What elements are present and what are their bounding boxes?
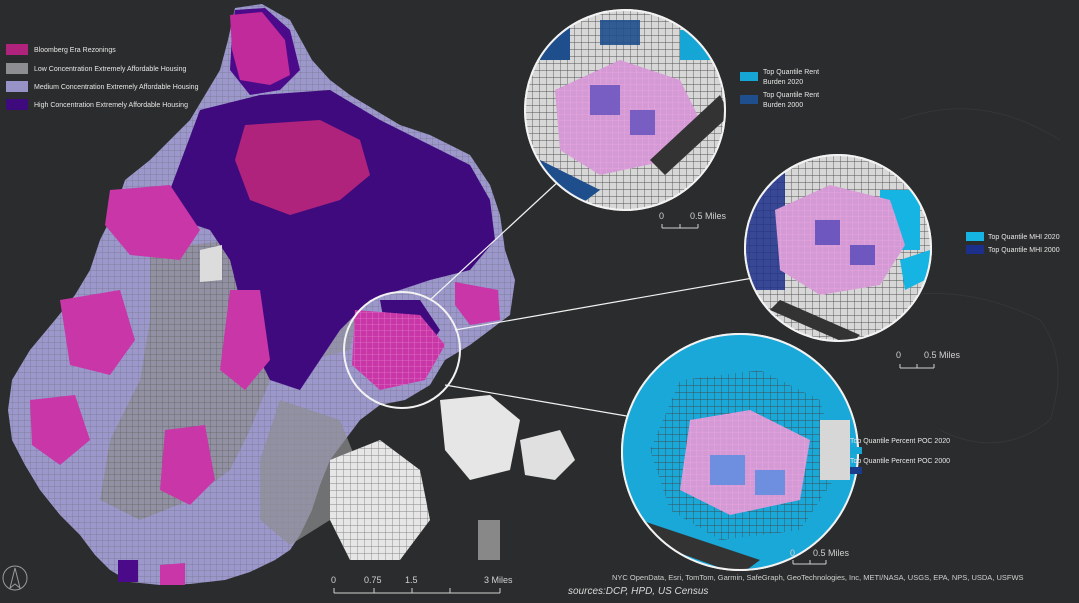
poc-scale-bar	[792, 560, 827, 565]
legend-label-mhi-2020: Top Quantile MHI 2020	[988, 234, 1060, 241]
map-credits: NYC OpenData, Esri, TomTom, Garmin, Safe…	[612, 573, 1024, 582]
park-area	[478, 520, 500, 560]
main-legend: Bloomberg Era Rezonings Low Concentratio…	[6, 44, 199, 110]
legend-swatch-mhi-2020	[966, 232, 984, 241]
rent-legend: Top Quantile Rent Burden 2020 Top Quanti…	[740, 69, 819, 109]
park-area	[440, 395, 520, 480]
mhi-scale-half: 0.5 Miles	[924, 350, 961, 360]
rent-scale-half: 0.5 Miles	[690, 211, 727, 221]
rent-scale-zero: 0	[659, 211, 664, 221]
legend-swatch-rent-2000	[740, 95, 758, 104]
rezoning-area	[118, 560, 138, 582]
inset-poc	[621, 333, 859, 571]
rezoning-area	[60, 290, 135, 375]
legend-swatch-low	[6, 63, 28, 74]
rezoning-area	[105, 185, 200, 260]
legend-swatch-poc-2000	[850, 467, 862, 474]
rent-scale-bar	[661, 224, 699, 229]
brooklyn-map	[8, 4, 575, 585]
main-scale-tick-2: 1.5	[405, 575, 418, 585]
rezoning-area	[455, 282, 500, 325]
rezoning-area	[230, 12, 290, 85]
legend-swatch-high	[6, 99, 28, 110]
mhi-scale-bar	[899, 364, 935, 369]
legend-swatch-rezonings	[6, 44, 28, 55]
legend-swatch-mhi-2000	[966, 245, 984, 254]
legend-label-rent-2000-line2: Burden 2000	[763, 102, 803, 109]
legend-swatch-medium	[6, 81, 28, 92]
background-terrain	[879, 108, 1061, 444]
legend-swatch-rent-2020	[740, 72, 758, 81]
main-scale-tick-1: 0.75	[364, 575, 382, 585]
legend-label-rezonings: Bloomberg Era Rezonings	[34, 47, 116, 54]
inset-mhi	[744, 154, 932, 342]
inset-rent-burden	[524, 9, 726, 211]
park-area	[200, 245, 222, 282]
legend-label-low: Low Concentration Extremely Affordable H…	[34, 66, 187, 73]
legend-label-poc-2000: Top Quantile Percent POC 2000	[850, 458, 950, 465]
main-scale-tick-3: 3 Miles	[484, 575, 513, 585]
rezoning-area	[160, 425, 215, 505]
poc-scale-half: 0.5 Miles	[813, 548, 850, 558]
inset-connectors	[429, 179, 771, 421]
rezoning-area	[160, 563, 185, 585]
legend-label-mhi-2000: Top Quantile MHI 2000	[988, 247, 1060, 254]
mhi-scale-zero: 0	[896, 350, 901, 360]
map-sources: sources:DCP, HPD, US Census	[568, 586, 708, 597]
mhi-legend: Top Quantile MHI 2020 Top Quantile MHI 2…	[966, 232, 1060, 254]
zoom-highlight-circle	[343, 291, 461, 409]
legend-label-poc-2020: Top Quantile Percent POC 2020	[850, 438, 950, 445]
legend-label-medium: Medium Concentration Extremely Affordabl…	[34, 84, 199, 91]
legend-label-rent-2000-line1: Top Quantile Rent	[763, 92, 819, 99]
legend-label-rent-2020-line1: Top Quantile Rent	[763, 69, 819, 76]
main-scale-tick-0: 0	[331, 575, 336, 585]
main-scale-bar	[333, 588, 501, 594]
rezoning-area	[235, 120, 370, 215]
legend-label-rent-2020-line2: Burden 2020	[763, 79, 803, 86]
north-arrow-icon	[2, 565, 28, 591]
poc-scale-zero: 0	[790, 548, 795, 558]
park-area	[520, 430, 575, 480]
rezoning-area	[220, 290, 270, 390]
legend-label-high: High Concentration Extremely Affordable …	[34, 102, 188, 109]
legend-swatch-poc-2020	[850, 447, 862, 454]
rezoning-area	[30, 395, 90, 465]
poc-legend: Top Quantile Percent POC 2020 Top Quanti…	[850, 438, 950, 474]
